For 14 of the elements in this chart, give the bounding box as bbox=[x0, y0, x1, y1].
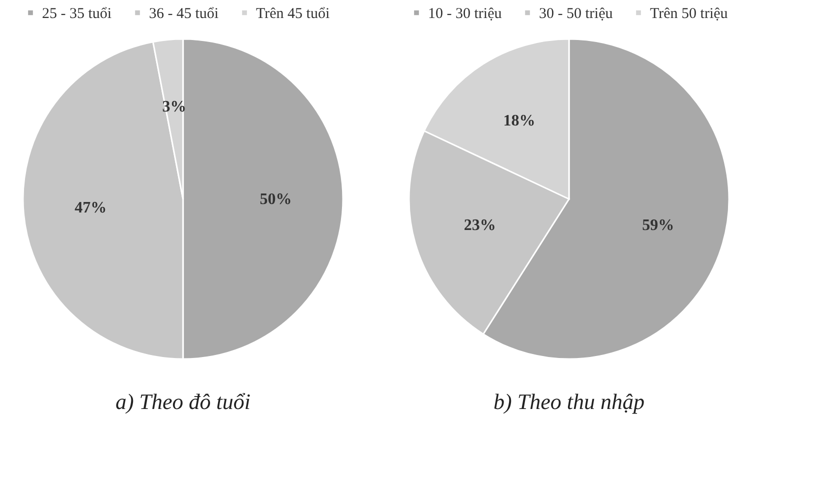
data-label: 50% bbox=[260, 191, 292, 208]
legend-label: 30 - 50 triệu bbox=[539, 6, 614, 22]
legend-label: 10 - 30 triệu bbox=[428, 6, 502, 22]
data-label: 23% bbox=[464, 216, 496, 234]
legend-label: 36 - 45 tuổi bbox=[149, 6, 219, 22]
data-label: 59% bbox=[642, 216, 674, 234]
data-label: 3% bbox=[162, 98, 186, 116]
text: a) Theo đô tuổi bbox=[115, 389, 251, 414]
data-label: 47% bbox=[74, 200, 107, 217]
legend-label: Trên 45 tuổi bbox=[256, 6, 330, 22]
text: b) Theo thu nhập bbox=[494, 389, 644, 414]
legend-label: 25 - 35 tuổi bbox=[42, 6, 112, 22]
legend-label: Trên 50 triệu bbox=[650, 6, 728, 22]
data-label: 18% bbox=[503, 112, 536, 130]
